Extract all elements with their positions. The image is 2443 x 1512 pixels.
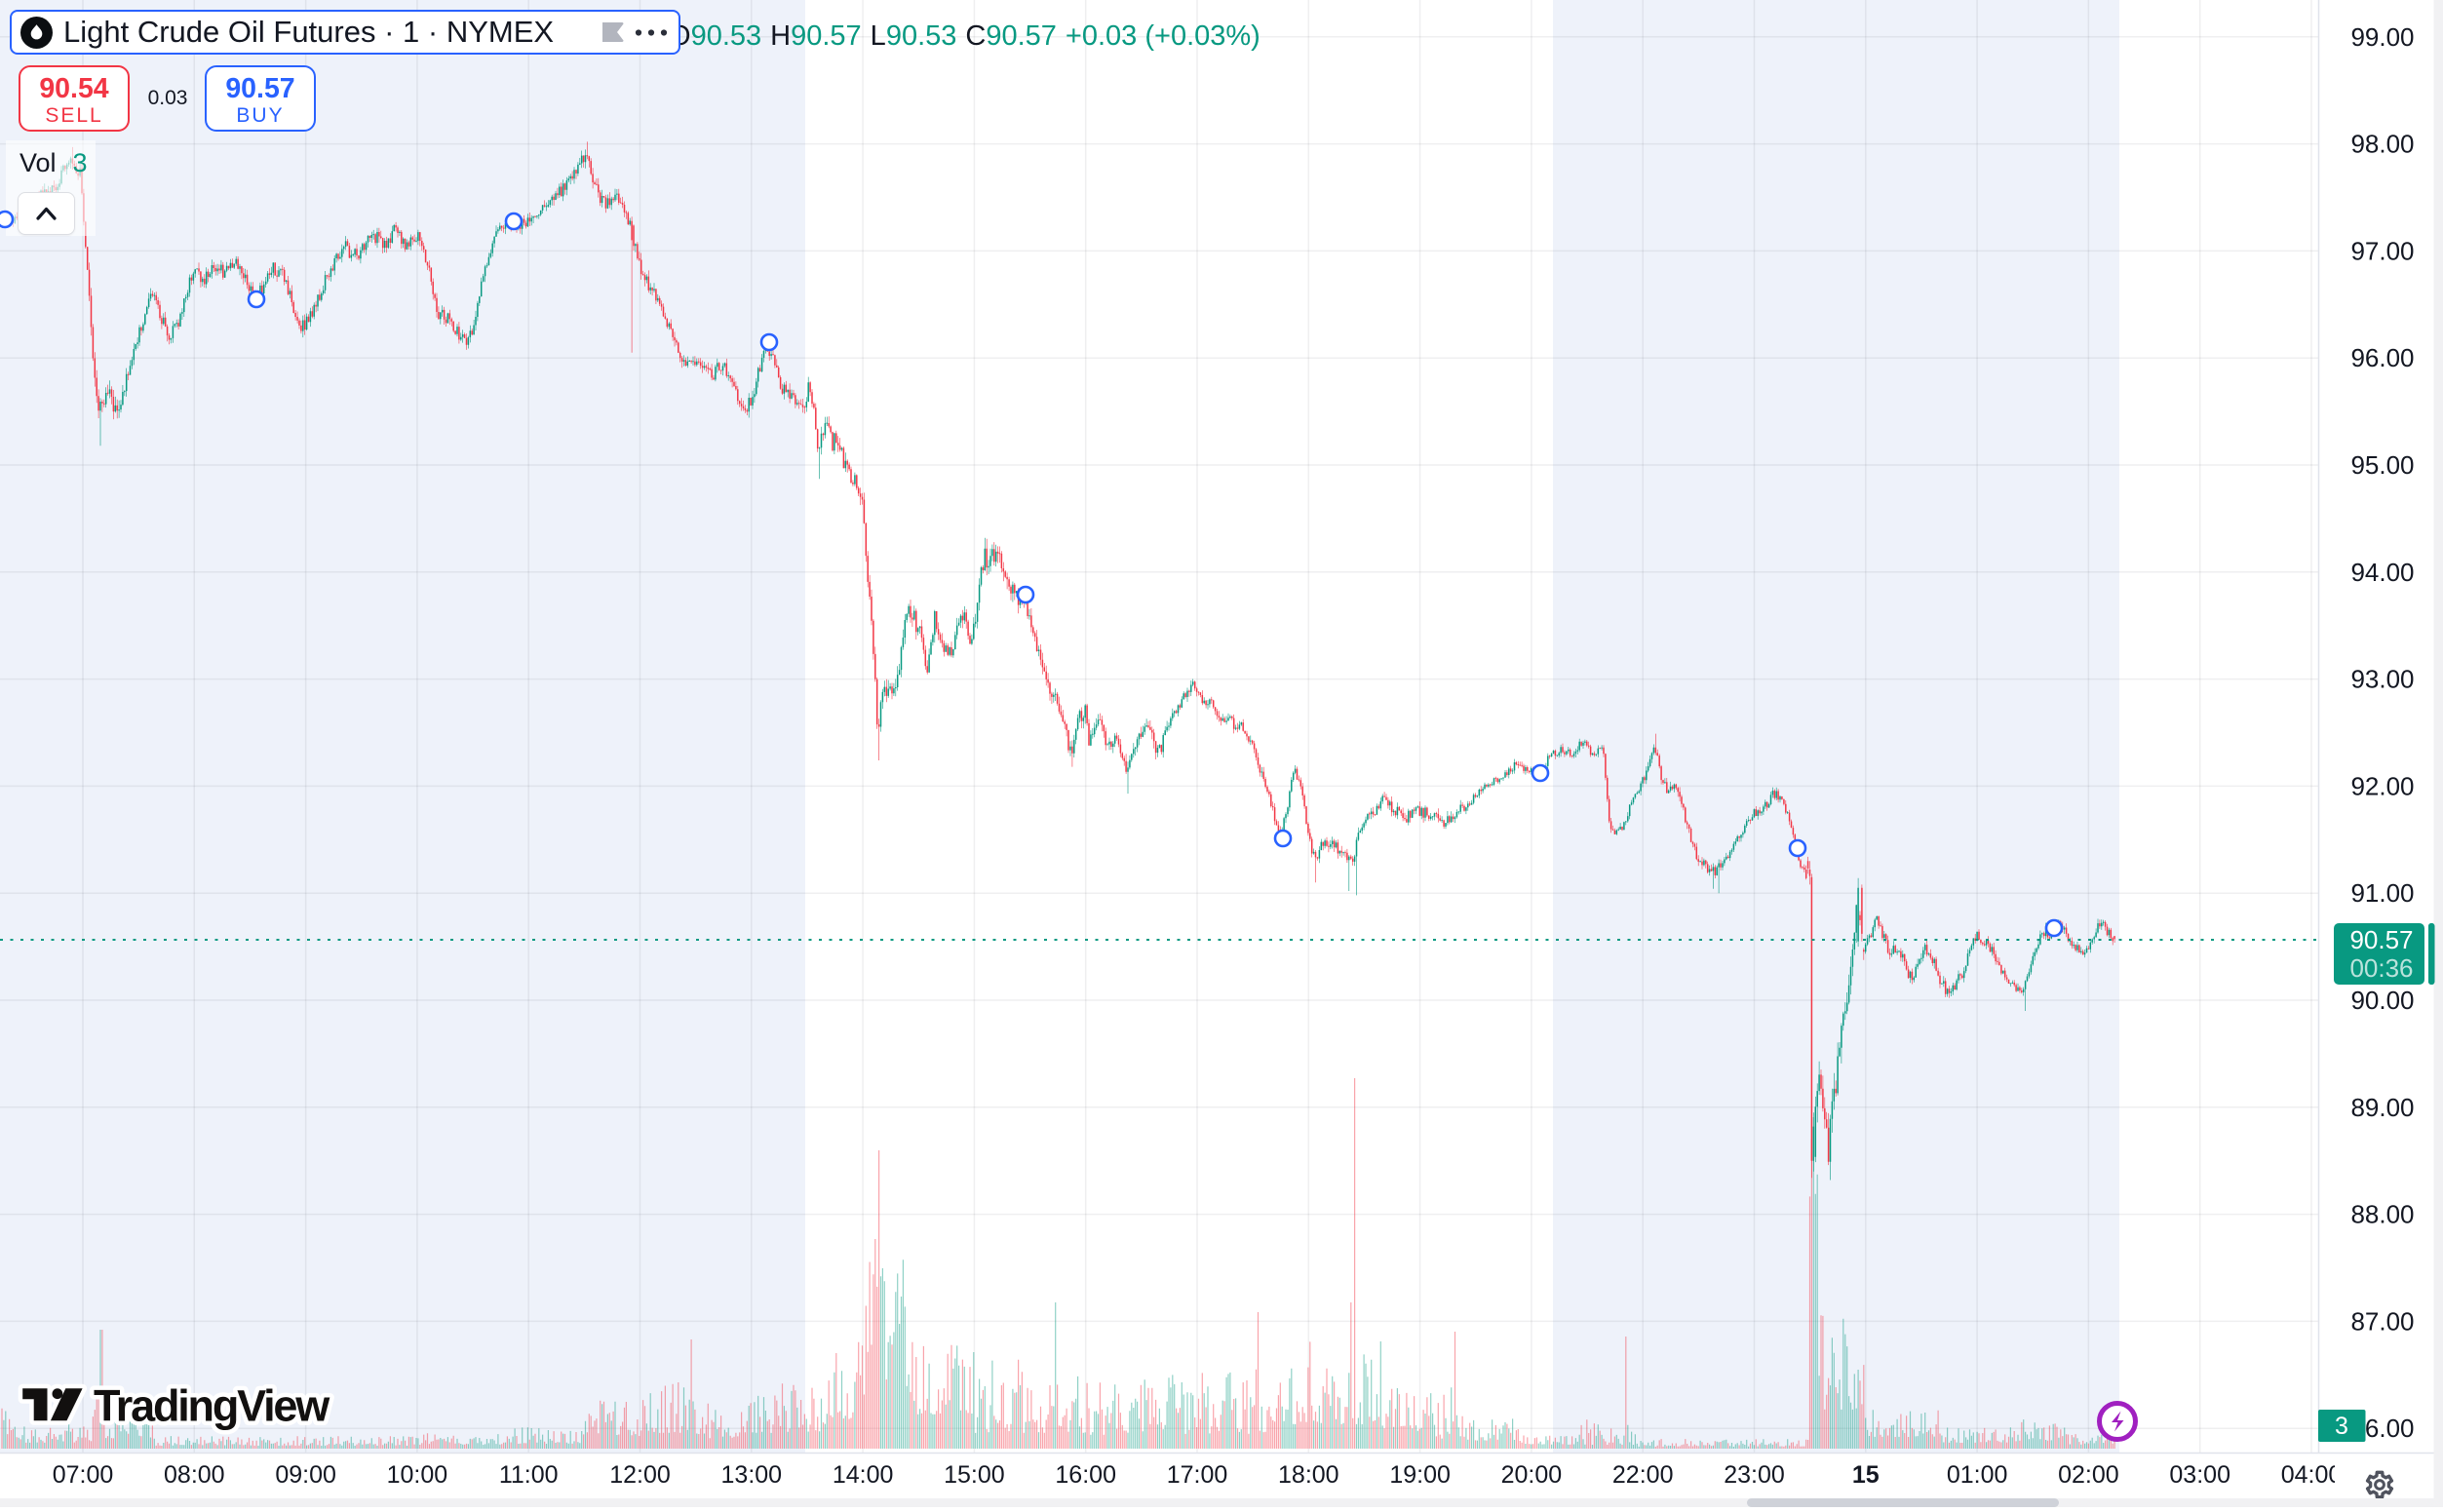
svg-text:20:00: 20:00 [1501,1461,1563,1489]
svg-text:08:00: 08:00 [164,1461,225,1489]
svg-text:97.00: 97.00 [2350,236,2414,265]
svg-text:12:00: 12:00 [609,1461,671,1489]
svg-text:19:00: 19:00 [1389,1461,1451,1489]
svg-text:15:00: 15:00 [944,1461,1005,1489]
svg-text:88.00: 88.00 [2350,1200,2414,1229]
svg-text:22:00: 22:00 [1612,1461,1674,1489]
svg-text:00:36: 00:36 [2349,953,2413,983]
svg-text:18:00: 18:00 [1278,1461,1339,1489]
svg-text:13:00: 13:00 [721,1461,783,1489]
svg-text:TradingView: TradingView [94,1381,330,1431]
svg-text:15: 15 [1852,1461,1880,1489]
svg-text:99.00: 99.00 [2350,22,2414,52]
svg-text:17:00: 17:00 [1167,1461,1228,1489]
svg-text:14:00: 14:00 [833,1461,894,1489]
svg-text:04:00: 04:00 [2281,1461,2343,1489]
svg-text:89.00: 89.00 [2350,1093,2414,1122]
svg-text:91.00: 91.00 [2350,878,2414,908]
svg-text:10:00: 10:00 [387,1461,448,1489]
svg-text:90.57: 90.57 [2349,925,2413,954]
svg-text:98.00: 98.00 [2350,130,2414,159]
svg-text:23:00: 23:00 [1724,1461,1785,1489]
svg-text:11:00: 11:00 [499,1461,559,1489]
svg-text:93.00: 93.00 [2350,665,2414,694]
svg-text:87.00: 87.00 [2350,1306,2414,1336]
svg-text:96.00: 96.00 [2350,343,2414,372]
svg-text:01:00: 01:00 [1947,1461,2008,1489]
svg-text:94.00: 94.00 [2350,558,2414,587]
svg-text:92.00: 92.00 [2350,771,2414,800]
svg-text:09:00: 09:00 [275,1461,336,1489]
svg-text:95.00: 95.00 [2350,450,2414,480]
svg-text:90.00: 90.00 [2350,986,2414,1015]
svg-text:16:00: 16:00 [1055,1461,1116,1489]
svg-text:07:00: 07:00 [53,1461,114,1489]
svg-text:3: 3 [2335,1413,2348,1440]
svg-text:03:00: 03:00 [2169,1461,2230,1489]
svg-text:02:00: 02:00 [2058,1461,2119,1489]
